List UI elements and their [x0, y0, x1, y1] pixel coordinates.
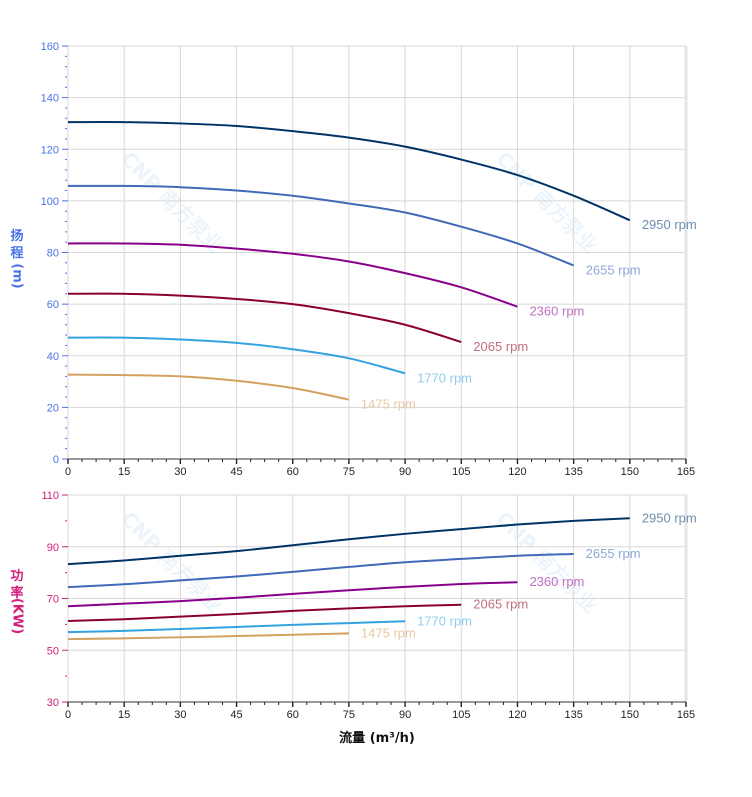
y-tick-label: 50 [47, 645, 59, 657]
x-tick-label: 150 [621, 466, 639, 478]
x-tick-label: 75 [343, 709, 355, 721]
x-tick-label: 60 [287, 709, 299, 721]
series-label: 1770 rpm [417, 613, 472, 628]
y-axis-title: 功 [10, 569, 23, 584]
x-axis-title: 流量 (m³/h) [339, 730, 415, 746]
x-tick-label: 165 [677, 709, 695, 721]
x-tick-label: 135 [564, 709, 582, 721]
series-label: 2360 rpm [529, 304, 584, 319]
x-tick-label: 165 [677, 466, 695, 478]
y-tick-label: 40 [47, 351, 59, 363]
x-tick-label: 105 [452, 709, 470, 721]
series-label: 2655 rpm [586, 262, 641, 277]
x-tick-label: 45 [230, 466, 242, 478]
series-label: 2950 rpm [642, 217, 697, 232]
series-label: 2065 rpm [473, 597, 528, 612]
y-axis-title: 扬 [10, 228, 23, 244]
y-tick-label: 60 [47, 299, 59, 311]
series-line-2655-rpm [67, 552, 574, 589]
y-tick-label: 0 [53, 454, 59, 466]
x-tick-label: 120 [508, 709, 526, 721]
x-tick-label: 0 [65, 709, 71, 721]
y-axis-unit: (m) [10, 263, 25, 288]
y-tick-label: 30 [47, 697, 59, 709]
series-line-2360-rpm [67, 242, 518, 308]
x-tick-label: 30 [174, 709, 186, 721]
x-tick-label: 150 [621, 709, 639, 721]
series-line-1475-rpm [67, 373, 350, 401]
y-tick-label: 80 [47, 248, 59, 260]
series-label: 1475 rpm [361, 397, 416, 412]
y-tick-label: 70 [47, 594, 59, 606]
y-tick-label: 100 [41, 196, 59, 208]
x-tick-label: 135 [564, 466, 582, 478]
y-tick-label: 120 [41, 144, 59, 156]
x-tick-label: 120 [508, 466, 526, 478]
series-line-2950-rpm [67, 517, 630, 566]
series-label: 2360 rpm [529, 574, 584, 589]
watermark-logo: CNP 南方泵业 [116, 147, 227, 258]
y-tick-label: 90 [47, 542, 59, 554]
series-line-2655-rpm [67, 184, 574, 267]
series-label: 1770 rpm [417, 370, 472, 385]
x-tick-label: 45 [230, 709, 242, 721]
x-tick-label: 75 [343, 466, 355, 478]
series-line-1770-rpm [67, 620, 406, 634]
x-tick-label: 90 [399, 709, 411, 721]
y-axis-unit: (KW) [10, 598, 25, 634]
x-tick-label: 30 [174, 466, 186, 478]
series-line-1770-rpm [67, 336, 406, 375]
series-line-2065-rpm [67, 292, 462, 344]
y-tick-label: 160 [41, 41, 59, 53]
series-label: 2065 rpm [473, 339, 528, 354]
series-line-2950-rpm [67, 121, 631, 222]
series-line-2360-rpm [67, 581, 518, 608]
x-tick-label: 0 [65, 466, 71, 478]
x-tick-label: 105 [452, 466, 470, 478]
series-label: 2950 rpm [642, 510, 697, 525]
series-line-1475-rpm [67, 632, 349, 641]
x-tick-label: 15 [118, 466, 130, 478]
y-tick-label: 140 [41, 93, 59, 105]
x-tick-label: 15 [118, 709, 130, 721]
y-axis-title: 率 [10, 585, 23, 601]
series-label: 2655 rpm [586, 546, 641, 561]
y-axis-title: 程 [10, 246, 23, 261]
x-tick-label: 90 [399, 466, 411, 478]
x-tick-label: 60 [287, 466, 299, 478]
series-label: 1475 rpm [361, 625, 416, 640]
y-tick-label: 20 [47, 402, 59, 414]
series-line-2065-rpm [67, 603, 462, 623]
y-tick-label: 110 [41, 490, 59, 502]
